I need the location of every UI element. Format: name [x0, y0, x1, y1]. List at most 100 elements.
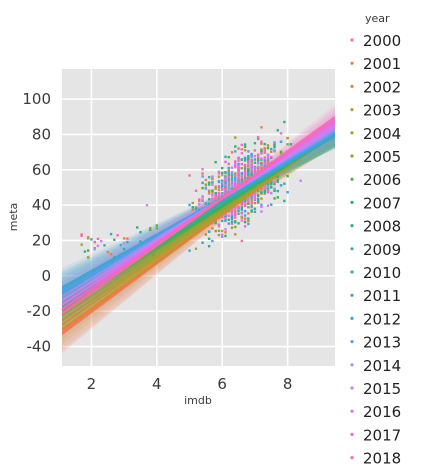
scatter-point — [96, 237, 100, 241]
scatter-point — [266, 146, 270, 150]
scatter-point — [207, 237, 211, 241]
legend-marker — [350, 84, 354, 88]
y-tick-label: 80 — [32, 125, 51, 143]
scatter-point — [270, 182, 273, 185]
scatter-point — [227, 218, 230, 221]
scatter-point — [247, 175, 250, 179]
scatter-point — [266, 191, 270, 194]
scatter-point — [263, 162, 266, 166]
scatter-point — [243, 225, 247, 228]
scatter-point — [227, 181, 230, 184]
scatter-point — [247, 150, 250, 153]
scatter-point — [227, 155, 230, 159]
legend-marker — [350, 224, 354, 228]
scatter-point — [273, 181, 276, 184]
x-tick-label: 2 — [87, 375, 97, 393]
scatter-point — [211, 191, 214, 194]
scatter-point — [270, 150, 273, 154]
scatter-point — [214, 192, 217, 196]
scatter-point — [260, 149, 263, 152]
scatter-point — [211, 189, 214, 192]
scatter-point — [240, 163, 244, 166]
scatter-point — [256, 137, 260, 141]
scatter-point — [201, 195, 204, 198]
scatter-point — [256, 194, 260, 198]
scatter-point — [217, 225, 221, 228]
y-tick-labels: -40 -20 0 20 40 60 80 100 — [22, 90, 51, 355]
scatter-point — [237, 162, 240, 166]
scatter-point — [217, 170, 221, 173]
legend-marker — [350, 363, 354, 367]
scatter-point — [253, 141, 257, 145]
scatter-point — [191, 208, 194, 211]
scatter-point — [243, 167, 247, 171]
scatter-point — [256, 155, 260, 158]
scatter-point — [263, 142, 266, 146]
scatter-point — [247, 222, 250, 226]
scatter-point — [243, 202, 247, 205]
scatter-point — [243, 176, 247, 180]
scatter-point — [234, 208, 237, 212]
scatter-point — [230, 222, 234, 225]
legend-label: 2014 — [363, 357, 401, 375]
scatter-point — [83, 250, 87, 253]
scatter-point — [266, 155, 270, 159]
scatter-point — [86, 249, 90, 252]
scatter-point — [247, 154, 250, 158]
scatter-point — [250, 205, 253, 209]
scatter-point — [188, 203, 191, 207]
scatter-point — [230, 185, 234, 189]
scatter-point — [243, 149, 247, 152]
x-axis-label: imdb — [184, 394, 212, 407]
scatter-point — [207, 245, 211, 248]
scatter-point — [93, 240, 96, 244]
scatter-point — [243, 173, 247, 177]
scatter-point — [224, 175, 227, 178]
scatter-point — [256, 201, 260, 204]
scatter-point — [260, 157, 263, 160]
scatter-point — [201, 175, 204, 178]
scatter-point — [217, 188, 221, 192]
scatter-point — [227, 185, 230, 188]
scatter-point — [266, 157, 270, 160]
scatter-point — [253, 193, 257, 197]
scatter-point — [250, 193, 253, 197]
scatter-point — [240, 180, 244, 184]
scatter-point — [237, 147, 240, 150]
scatter-point — [263, 187, 266, 190]
scatter-point — [201, 241, 204, 244]
scatter-point — [243, 220, 247, 224]
scatter-point — [250, 201, 253, 205]
legend-marker — [350, 61, 354, 65]
scatter-point — [221, 219, 224, 223]
scatter-point — [191, 205, 194, 209]
legend-label: 2000 — [363, 32, 401, 50]
legend-label: 2008 — [363, 218, 401, 236]
scatter-point — [283, 120, 286, 124]
scatter-point — [263, 159, 266, 163]
scatter-point — [234, 165, 237, 169]
scatter-point — [250, 155, 253, 159]
scatter-point — [234, 221, 237, 224]
scatter-point — [155, 224, 159, 227]
scatter-point — [253, 149, 257, 152]
scatter-point — [247, 212, 250, 215]
scatter-point — [273, 145, 276, 149]
scatter-point — [227, 222, 230, 225]
scatter-point — [240, 151, 244, 155]
scatter-point — [256, 136, 260, 139]
scatter-point — [260, 197, 263, 200]
scatter-point — [214, 160, 217, 164]
x-tick-label: 6 — [217, 375, 227, 393]
scatter-point — [204, 178, 208, 182]
scatter-point — [224, 183, 227, 186]
legend-label: 2010 — [363, 264, 401, 282]
scatter-point — [256, 158, 260, 161]
scatter-point — [247, 164, 250, 168]
scatter-point — [256, 189, 260, 193]
scatter-point — [263, 157, 266, 161]
scatter-point — [214, 195, 217, 198]
legend-label: 2013 — [363, 334, 401, 352]
scatter-point — [273, 189, 276, 192]
scatter-point — [260, 210, 263, 213]
